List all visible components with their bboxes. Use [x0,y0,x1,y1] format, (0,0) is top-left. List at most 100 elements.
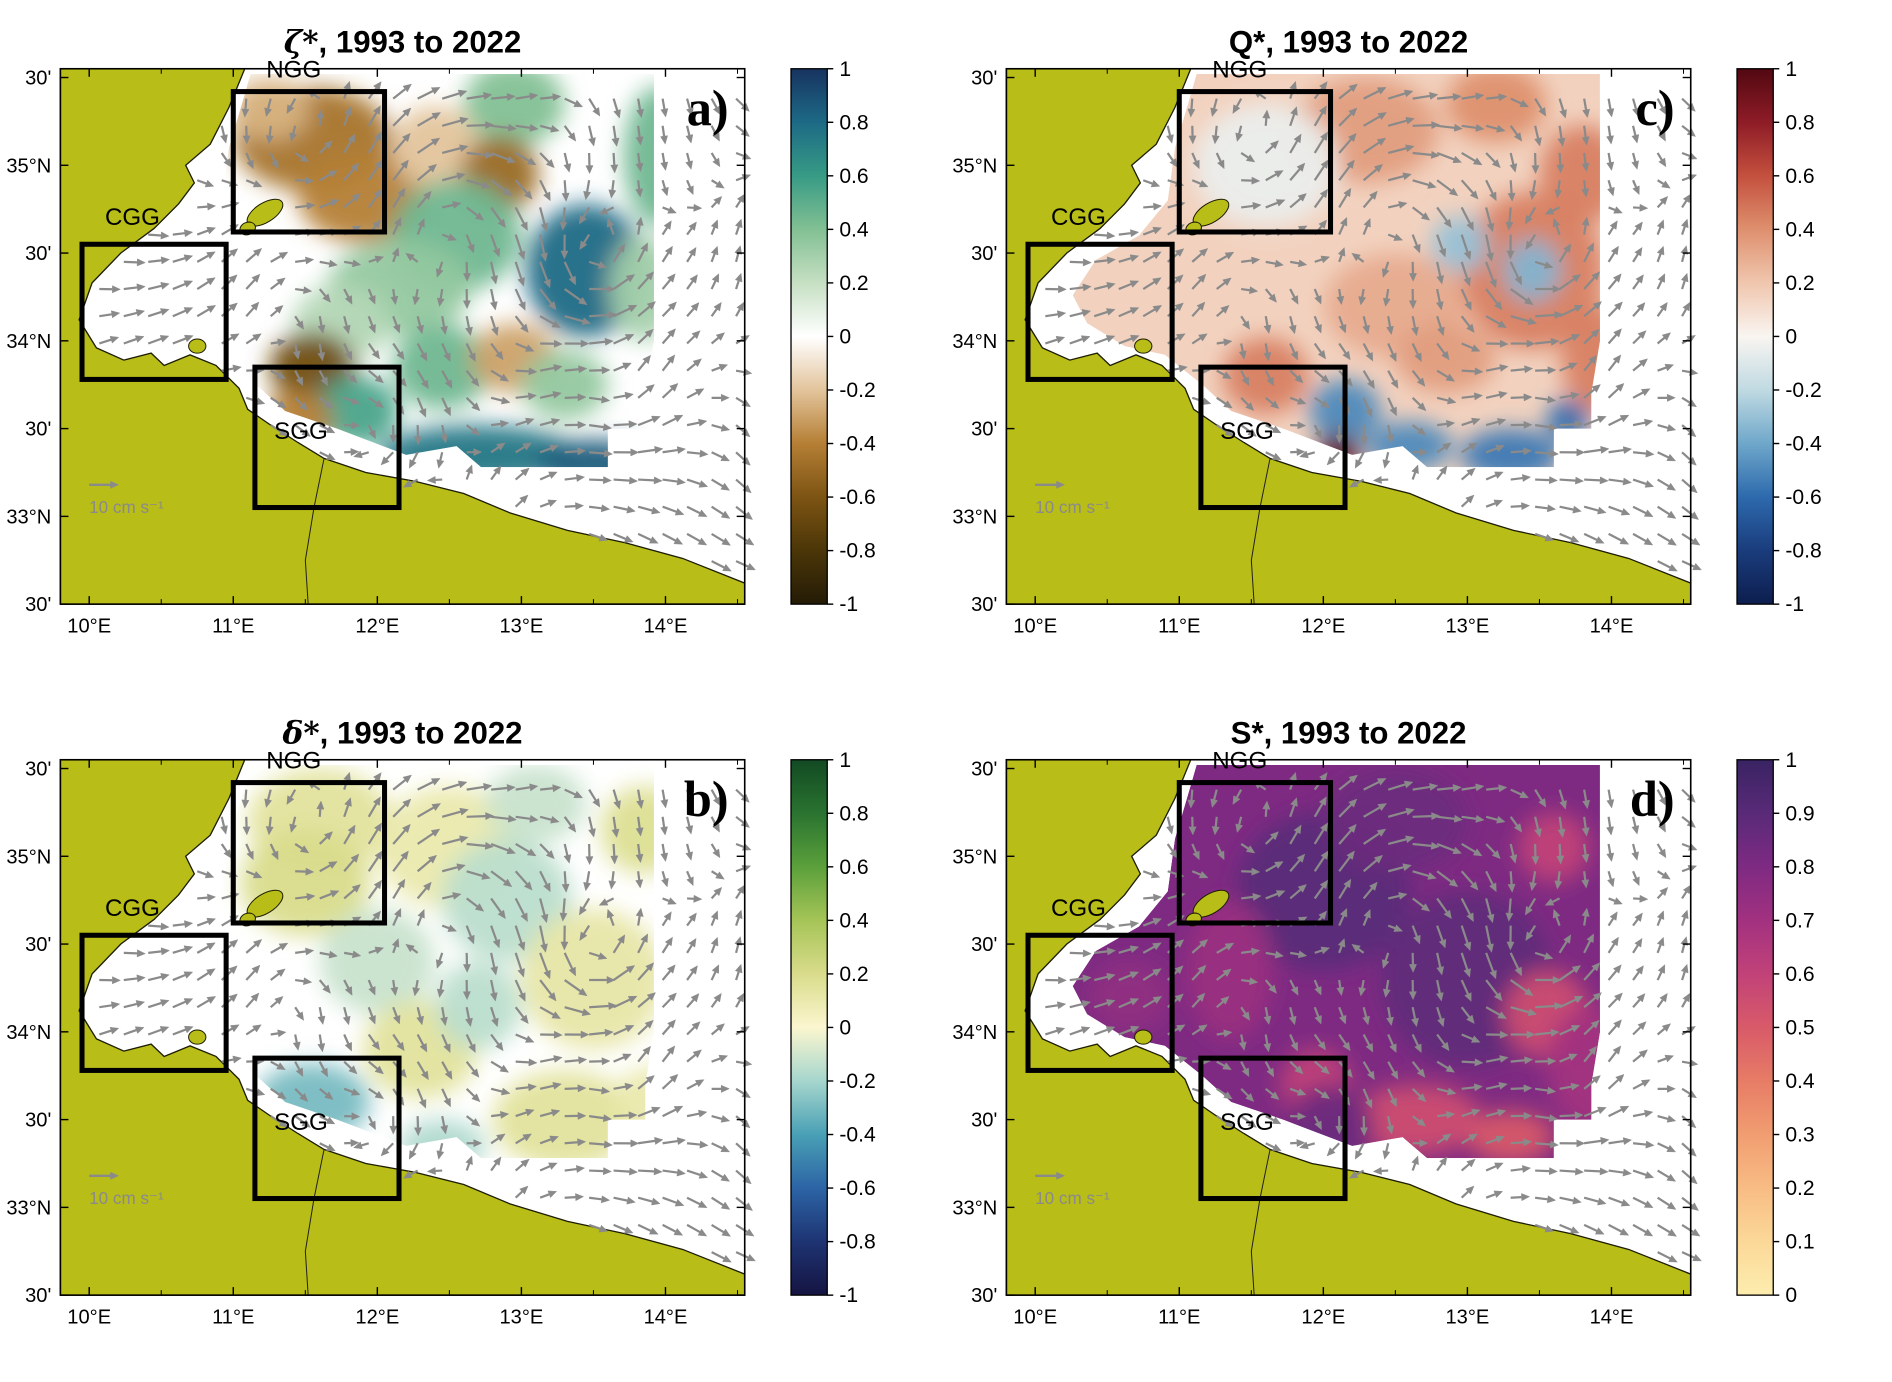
y-tick-label: 30' [25,419,51,441]
region-box-sgg [1198,364,1348,511]
colorbar-b [790,759,828,1296]
colorbar-tick-label: 0.2 [1785,1177,1814,1200]
y-tick-label: 30' [971,419,997,441]
x-tick-label: 14°E [644,1306,688,1328]
colorbar-tick-label: 0.6 [1785,165,1814,188]
x-tick-label: 11°E [212,1306,254,1328]
region-box-sgg [1198,1055,1348,1202]
x-tick-label: 13°E [1445,615,1489,637]
region-label-sgg: SGG [274,418,328,445]
axes: 10°E 11°E 12°E 13°E 14°E 30' 35°N 30' 34°N 30' 33°… [6,68,745,637]
land-mass [1005,759,1692,1296]
island [188,1029,207,1045]
region-label-ngg: NGG [266,57,321,84]
region-box-cgg [1025,932,1175,1073]
colorbar-tick-label: -0.2 [839,1070,875,1093]
colorbar-tick-label: 0 [1785,325,1797,348]
panel-title-d: S*, 1993 to 2022 [1231,716,1467,751]
y-tick-label: 35°N [6,846,51,868]
panel-title-b: δ*, 1993 to 2022 [282,716,523,752]
y-tick-label: 30' [25,68,51,90]
axes: 10°E 11°E 12°E 13°E 14°E 30' 35°N 30' 34°N 30' 33°… [952,68,1691,637]
x-tick-label: 11°E [1158,1306,1200,1328]
x-tick-label: 12°E [355,1306,399,1328]
scale-arrow [89,480,120,489]
panel-title-c: Q*, 1993 to 2022 [1229,25,1468,60]
land-mass [59,759,746,1296]
y-tick-label: 30' [971,243,997,265]
region-box-ngg [230,89,388,235]
region-box-cgg [79,241,229,382]
country-border [1250,458,1271,605]
colorbar-tick-label: 0 [1785,1284,1797,1307]
region-label-cgg: CGG [1051,895,1106,922]
panel-letter-a: a) [687,80,729,136]
colorbar-tick-label: -1 [839,1284,858,1307]
colorbar-tick-label: 0 [839,1016,851,1039]
colorbar-tick-label: 1 [1785,58,1797,81]
colorbar-tick-label: 0.8 [1785,856,1814,879]
colorbar-tick-label: -0.2 [839,379,875,402]
plot-border [59,67,746,605]
y-tick-label: 30' [971,594,997,616]
colorbar-tick-label: 0.3 [1785,1124,1814,1147]
region-label-sgg: SGG [1220,418,1274,445]
x-tick-label: 12°E [1301,615,1345,637]
scale-arrow-label: 10 cm s⁻¹ [1035,1189,1110,1208]
colorbar-tick-label: 0.9 [1785,802,1814,825]
island [188,338,207,354]
colorbar-tick-label: 0.2 [1785,272,1814,295]
y-tick-label: 30' [25,1110,51,1132]
y-tick-label: 30' [25,759,51,781]
region-box-cgg [1025,241,1175,382]
y-tick-label: 30' [971,1285,997,1307]
y-tick-label: 35°N [6,155,51,177]
current-arrows [1044,80,1702,572]
scalar-field [240,764,654,1159]
y-tick-label: 33°N [952,1197,997,1219]
y-tick-label: 33°N [952,506,997,528]
region-box-ngg [1176,780,1334,926]
colorbar-c [1736,68,1774,605]
plot-border [1005,67,1692,605]
scale-arrow [89,1171,120,1180]
colorbar-tick-label: 0.2 [839,963,868,986]
colorbar-tick-label: 0.4 [1785,1070,1815,1093]
y-tick-label: 30' [971,934,997,956]
colorbar-tick-label: 0.6 [839,856,868,879]
colorbar-tick-label: 0.7 [1785,909,1814,932]
x-tick-label: 11°E [1158,615,1200,637]
x-tick-label: 12°E [1301,1306,1345,1328]
current-arrows [1044,771,1702,1263]
scale-arrow-label: 10 cm s⁻¹ [89,498,164,517]
y-tick-label: 30' [25,594,51,616]
colorbar-tick-label: 0.1 [1785,1231,1814,1254]
country-border [304,1149,325,1296]
y-tick-label: 33°N [6,1197,51,1219]
plot-border [59,758,746,1296]
x-tick-label: 14°E [1590,1306,1634,1328]
region-box-ngg [1176,89,1334,235]
colorbar-tick-label: -0.4 [839,433,876,456]
region-box-sgg [252,1055,402,1202]
country-border [1250,1149,1271,1296]
x-tick-label: 10°E [67,1306,111,1328]
colorbar-a [790,68,828,605]
colorbar-tick-label: 0.6 [1785,963,1814,986]
y-tick-label: 34°N [6,1022,51,1044]
island [1134,1029,1153,1045]
colorbar-tick-label: -0.8 [1785,540,1821,563]
colorbar-tick-label: 0.5 [1785,1016,1814,1039]
region-label-sgg: SGG [274,1109,328,1136]
y-tick-label: 30' [971,1110,997,1132]
x-tick-label: 13°E [499,1306,543,1328]
colorbar-tick-label: 0.6 [839,165,868,188]
y-tick-label: 34°N [952,1022,997,1044]
land-mass [59,68,746,605]
region-box-cgg [79,932,229,1073]
colorbar-tick-label: -0.6 [839,486,875,509]
scale-arrow [1035,1171,1066,1180]
colorbar-tick-label: 0.4 [839,218,869,241]
x-tick-label: 10°E [67,615,111,637]
